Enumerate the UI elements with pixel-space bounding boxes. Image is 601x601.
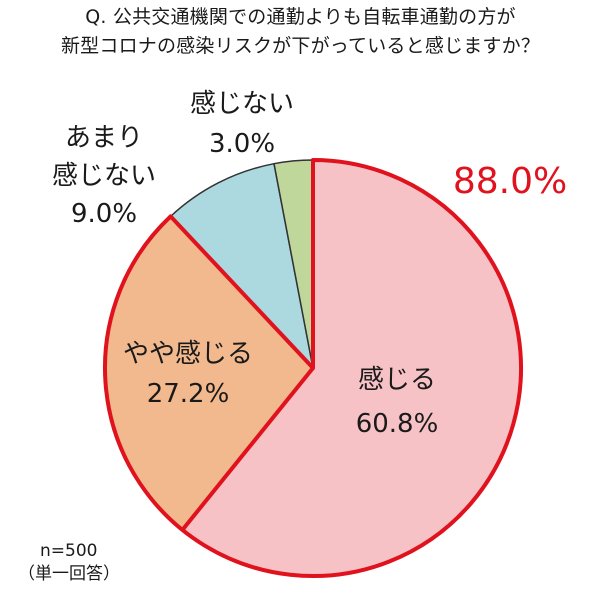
slice-category-label: 感じない	[52, 161, 156, 191]
answer-type-note: （単一回答）	[18, 564, 120, 584]
highlight-divider	[180, 366, 315, 532]
sample-size-note: n=500	[40, 541, 98, 561]
question-line-2: 新型コロナの感染リスクが下がっていると感じますか？	[60, 35, 541, 57]
pie-slice-3	[169, 162, 315, 371]
slice-label-4: 感じない 3.0%	[190, 89, 294, 159]
slice-value-label: 3.0%	[209, 129, 275, 159]
slice-label-2: やや感じる 27.2%	[123, 339, 253, 409]
slice-category-label: 感じる	[358, 365, 436, 395]
highlight-total-label: 88.0%	[453, 161, 567, 202]
slice-value-label: 27.2%	[147, 379, 230, 409]
slice-value-label: 9.0%	[71, 199, 137, 229]
question-line-1: Q. 公共交通機関での通勤よりも自転車通勤の方が	[85, 6, 516, 28]
slice-value-label: 60.8%	[356, 409, 439, 439]
slice-category-label: やや感じる	[123, 339, 253, 369]
highlight-outline	[103, 158, 523, 578]
slice-category-label: 感じない	[190, 89, 294, 119]
slice-category-label: あまり	[65, 123, 143, 153]
slice-label-1: 感じる 60.8%	[356, 365, 439, 439]
